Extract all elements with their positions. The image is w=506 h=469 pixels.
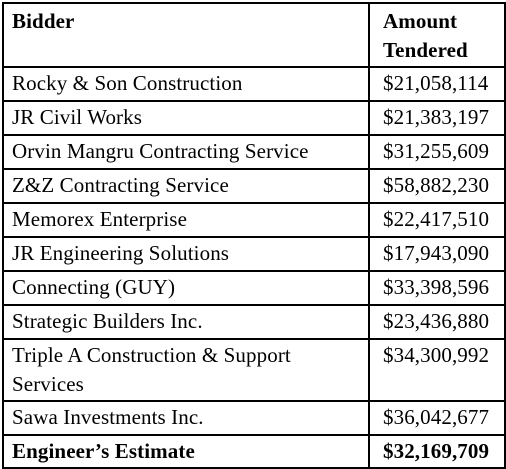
table-row: JR Engineering Solutions $17,943,090 — [2, 236, 506, 272]
amount-cell: $21,058,114 — [368, 66, 506, 102]
header-amount: Amount Tendered — [368, 2, 506, 68]
estimate-amount: $32,169,709 — [368, 434, 506, 469]
bidder-cell: Memorex Enterprise — [2, 202, 370, 238]
table-row: Memorex Enterprise $22,417,510 — [2, 202, 506, 238]
amount-cell: $17,943,090 — [368, 236, 506, 272]
bidder-cell: Connecting (GUY) — [2, 270, 370, 306]
table-row: Orvin Mangru Contracting Service $31,255… — [2, 134, 506, 170]
amount-cell: $36,042,677 — [368, 400, 506, 436]
table-row: Strategic Builders Inc. $23,436,880 — [2, 304, 506, 340]
amount-cell: $23,436,880 — [368, 304, 506, 340]
table-row: JR Civil Works $21,383,197 — [2, 100, 506, 136]
amount-cell: $33,398,596 — [368, 270, 506, 306]
bidder-cell: Rocky & Son Construction — [2, 66, 370, 102]
header-bidder: Bidder — [2, 2, 370, 68]
amount-cell: $34,300,992 — [368, 338, 506, 402]
bidder-cell: Strategic Builders Inc. — [2, 304, 370, 340]
header-row: Bidder Amount Tendered — [2, 2, 506, 68]
table-row: Z&Z Contracting Service $58,882,230 — [2, 168, 506, 204]
amount-cell: $31,255,609 — [368, 134, 506, 170]
bidder-cell: JR Civil Works — [2, 100, 370, 136]
estimate-label: Engineer’s Estimate — [2, 434, 370, 469]
table-row: Sawa Investments Inc. $36,042,677 — [2, 400, 506, 436]
table-row: Rocky & Son Construction $21,058,114 — [2, 66, 506, 102]
total-row: Engineer’s Estimate $32,169,709 — [2, 434, 506, 469]
bidder-cell: JR Engineering Solutions — [2, 236, 370, 272]
bidder-cell: Triple A Construction & Support Services — [2, 338, 370, 402]
table-row: Connecting (GUY) $33,398,596 — [2, 270, 506, 306]
amount-cell: $21,383,197 — [368, 100, 506, 136]
bidder-cell: Z&Z Contracting Service — [2, 168, 370, 204]
bidder-cell: Orvin Mangru Contracting Service — [2, 134, 370, 170]
amount-cell: $58,882,230 — [368, 168, 506, 204]
table-row: Triple A Construction & Support Services… — [2, 338, 506, 402]
amount-cell: $22,417,510 — [368, 202, 506, 238]
bidder-cell: Sawa Investments Inc. — [2, 400, 370, 436]
